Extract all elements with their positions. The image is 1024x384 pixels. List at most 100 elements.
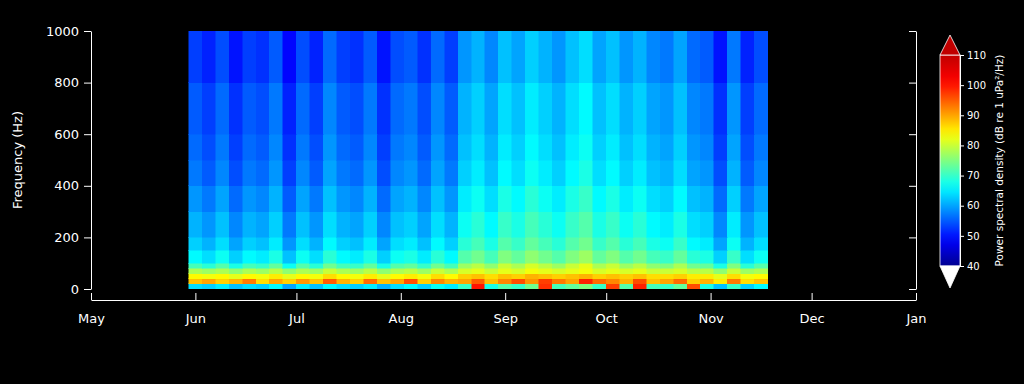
heatmap-cell (660, 274, 673, 279)
heatmap-cell (364, 284, 377, 289)
heatmap-cell (202, 160, 215, 186)
heatmap-cell (754, 83, 767, 135)
heatmap-cell (229, 212, 242, 238)
heatmap-cell (552, 212, 565, 238)
heatmap-cell (404, 134, 417, 160)
heatmap-cell (283, 31, 296, 83)
heatmap-cell (310, 274, 323, 279)
heatmap-cell (566, 83, 579, 135)
colorbar-extend-low (940, 266, 960, 288)
heatmap-cell (512, 268, 525, 273)
heatmap-cell (431, 160, 444, 186)
heatmap-cell (391, 268, 404, 273)
heatmap-cell (256, 31, 269, 83)
heatmap-cell (727, 212, 740, 238)
heatmap-cell (593, 186, 606, 212)
heatmap-cell (647, 31, 660, 83)
x-tick: Nov (698, 293, 724, 326)
heatmap-cell (296, 279, 309, 284)
heatmap-cell (606, 237, 619, 250)
heatmap-cell (633, 268, 646, 273)
heatmap-cell (660, 237, 673, 250)
colorbar-tick-label: 50 (967, 231, 980, 242)
heatmap-cell (727, 83, 740, 135)
heatmap-cell (633, 160, 646, 186)
heatmap-cell (714, 268, 727, 273)
heatmap-cell (404, 274, 417, 279)
heatmap-cell (485, 134, 498, 160)
heatmap-cell (741, 237, 754, 250)
heatmap-cell (391, 31, 404, 83)
heatmap-cell (566, 250, 579, 263)
heatmap-cell (700, 274, 713, 279)
chart-svg: MayJunJulAugSepOctNovDecJan0200400600800… (0, 0, 1024, 384)
heatmap-cell (256, 279, 269, 284)
heatmap-cell (256, 274, 269, 279)
x-tick-mark (401, 293, 402, 300)
heatmap-cell (337, 237, 350, 250)
heatmap-cell (687, 186, 700, 212)
heatmap-cell (310, 284, 323, 289)
heatmap-cell (445, 268, 458, 273)
heatmap-cell (593, 31, 606, 83)
heatmap-cell (660, 263, 673, 268)
heatmap-cell (660, 284, 673, 289)
heatmap-cell (647, 263, 660, 268)
heatmap-cell (647, 160, 660, 186)
y-tick-mark-right (909, 186, 916, 187)
heatmap-cell (539, 237, 552, 250)
heatmap-cell (714, 237, 727, 250)
heatmap-cell (472, 250, 485, 263)
heatmap-cell (674, 134, 687, 160)
y-axis-line (91, 32, 92, 290)
x-tick-mark (296, 293, 297, 300)
heatmap-cell (458, 83, 471, 135)
colorbar-tick: 90 (960, 110, 980, 121)
heatmap-cell (674, 83, 687, 135)
heatmap-cell (283, 250, 296, 263)
heatmap-cell (323, 212, 336, 238)
heatmap-cell (539, 274, 552, 279)
heatmap-cell (337, 31, 350, 83)
heatmap-cell (216, 268, 229, 273)
heatmap-cell (283, 284, 296, 289)
heatmap-cell (445, 186, 458, 212)
heatmap-cell (593, 274, 606, 279)
heatmap-cell (445, 160, 458, 186)
heatmap-cell (229, 274, 242, 279)
heatmap-cell (243, 268, 256, 273)
heatmap-cell (579, 134, 592, 160)
heatmap-cell (674, 268, 687, 273)
heatmap-cell (216, 83, 229, 135)
heatmap-cell (512, 263, 525, 268)
heatmap-cell (700, 186, 713, 212)
heatmap-cell (700, 134, 713, 160)
colorbar-tick: 100 (960, 80, 986, 91)
heatmap-cell (310, 160, 323, 186)
heatmap-cell (350, 83, 363, 135)
heatmap-cell (714, 263, 727, 268)
heatmap-cell (189, 284, 202, 289)
heatmap-cell (350, 263, 363, 268)
heatmap-cell (579, 279, 592, 284)
heatmap-cell (727, 160, 740, 186)
heatmap-cell (512, 250, 525, 263)
heatmap-cell (431, 212, 444, 238)
heatmap-cell (620, 160, 633, 186)
heatmap-cell (620, 274, 633, 279)
heatmap-cell (687, 237, 700, 250)
heatmap-cell (606, 160, 619, 186)
heatmap-cell (283, 134, 296, 160)
heatmap-cell (404, 83, 417, 135)
heatmap-cell (579, 31, 592, 83)
heatmap-cell (485, 237, 498, 250)
heatmap-cell (418, 134, 431, 160)
heatmap-cell (350, 134, 363, 160)
heatmap-cell (727, 274, 740, 279)
colorbar-tick-mark (960, 206, 964, 207)
heatmap-cell (283, 274, 296, 279)
heatmap-cell (700, 284, 713, 289)
y-tick-mark-right (909, 31, 916, 32)
colorbar-tick: 50 (960, 231, 980, 242)
heatmap-cell (754, 274, 767, 279)
